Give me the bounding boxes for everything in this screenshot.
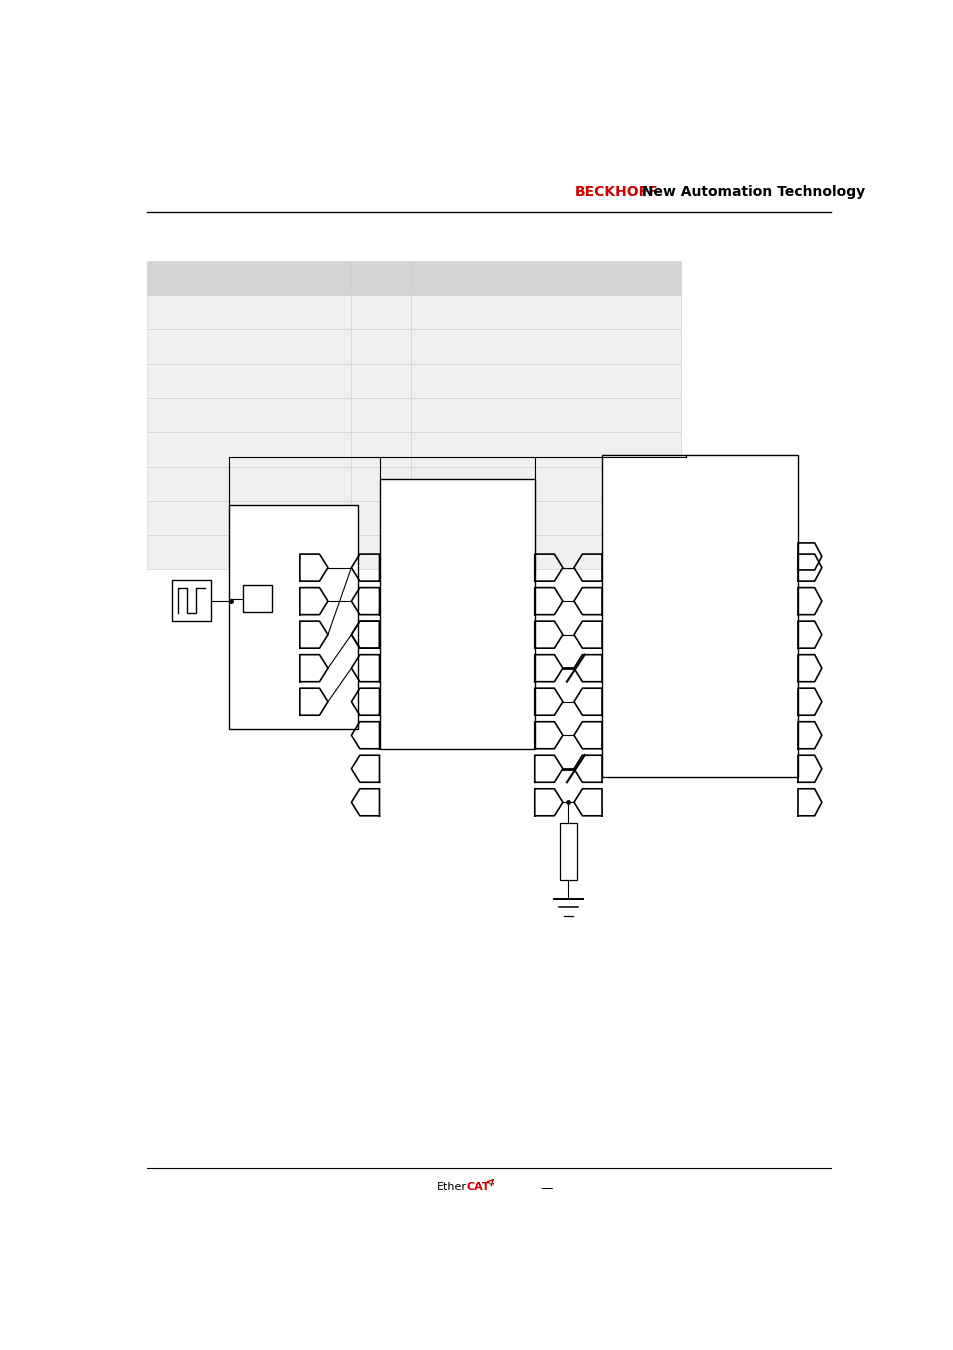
- Text: BECKHOFF: BECKHOFF: [574, 185, 658, 200]
- Bar: [351, 467, 411, 501]
- Bar: [243, 586, 272, 613]
- Bar: [411, 535, 680, 570]
- Bar: [351, 398, 411, 432]
- Bar: [351, 329, 411, 363]
- Text: Ether: Ether: [436, 1181, 467, 1192]
- Bar: [147, 467, 351, 501]
- Bar: [147, 363, 351, 398]
- Bar: [351, 363, 411, 398]
- Bar: [411, 329, 680, 363]
- Bar: [147, 501, 351, 535]
- Text: —: —: [540, 1181, 553, 1195]
- Bar: [411, 501, 680, 535]
- Bar: [147, 432, 351, 467]
- Bar: [172, 580, 211, 621]
- Bar: [147, 296, 351, 329]
- Bar: [229, 505, 357, 729]
- Bar: [147, 261, 351, 296]
- Bar: [411, 363, 680, 398]
- Bar: [351, 501, 411, 535]
- Text: ™: ™: [487, 1181, 495, 1191]
- Bar: [147, 329, 351, 363]
- Bar: [147, 535, 351, 570]
- Text: New Automation Technology: New Automation Technology: [637, 185, 864, 200]
- Bar: [351, 432, 411, 467]
- Bar: [351, 296, 411, 329]
- Bar: [351, 535, 411, 570]
- Text: CAT: CAT: [466, 1181, 490, 1192]
- Bar: [379, 479, 535, 749]
- Bar: [559, 824, 576, 880]
- Bar: [411, 467, 680, 501]
- Bar: [411, 432, 680, 467]
- Bar: [351, 261, 411, 296]
- Bar: [601, 455, 797, 778]
- Bar: [147, 398, 351, 432]
- Bar: [411, 296, 680, 329]
- Bar: [411, 398, 680, 432]
- Bar: [411, 261, 680, 296]
